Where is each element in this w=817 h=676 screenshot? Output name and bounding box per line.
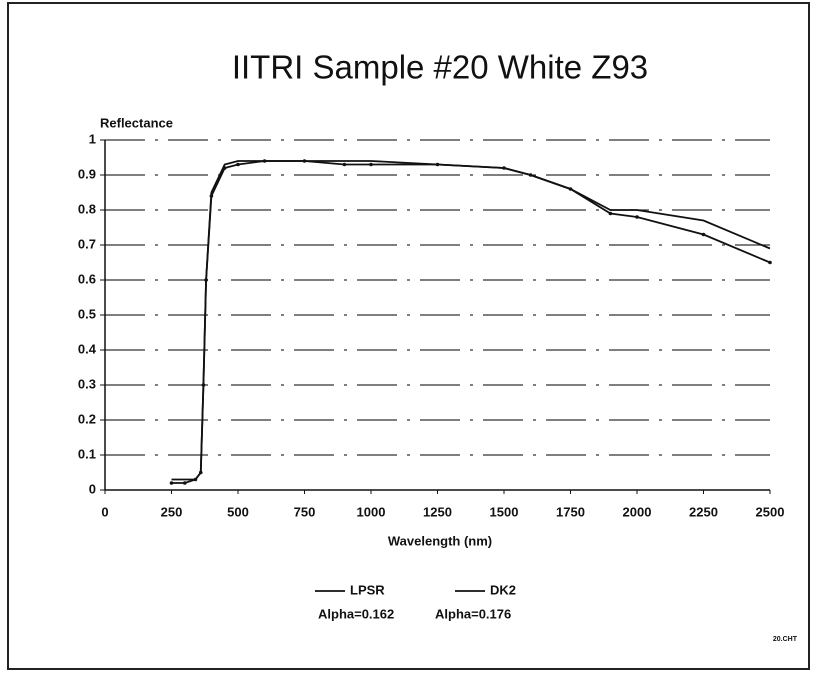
x-tick-label: 1500: [490, 504, 519, 519]
data-point: [768, 260, 772, 265]
x-tick-label: 1750: [556, 504, 585, 519]
data-point: [262, 159, 267, 163]
data-point: [369, 162, 373, 167]
legend-note: Alpha=0.176: [435, 606, 511, 621]
chart-title: IITRI Sample #20 White Z93: [232, 49, 648, 86]
y-tick-label: 0.9: [78, 166, 96, 181]
y-tick-label: 0.2: [78, 411, 96, 426]
data-point: [502, 166, 506, 170]
data-point: [701, 232, 706, 237]
data-point: [608, 211, 613, 216]
y-tick-label: 0: [89, 481, 96, 496]
legend-note: Alpha=0.162: [318, 606, 394, 621]
y-tick-label: 0.1: [78, 446, 96, 461]
y-tick-label: 0.3: [78, 376, 96, 391]
y-tick-label: 1: [89, 131, 96, 146]
data-line: [171, 160, 771, 481]
data-point: [528, 173, 533, 177]
footnote: 20.CHT: [773, 636, 798, 643]
data-point: [435, 162, 440, 167]
legend-label: LPSR: [350, 582, 385, 597]
data-point: [302, 159, 307, 163]
data-point: [635, 215, 639, 219]
x-tick-label: 750: [294, 504, 316, 519]
data-point: [183, 481, 187, 485]
data-point: [342, 162, 347, 167]
data-point: [236, 162, 240, 167]
x-tick-label: 1250: [423, 504, 452, 519]
data-point: [169, 481, 174, 485]
y-tick-label: 0.4: [78, 341, 97, 356]
x-tick-label: 250: [161, 504, 183, 519]
data-point: [568, 187, 573, 191]
y-tick-label: 0.5: [78, 306, 96, 321]
x-tick-label: 500: [227, 504, 249, 519]
data-point: [222, 166, 227, 170]
x-tick-label: 1000: [357, 504, 386, 519]
data-point: [204, 278, 208, 282]
legend-label: DK2: [490, 582, 516, 597]
data-point: [193, 477, 198, 482]
data-point: [209, 194, 214, 198]
x-tick-label: 2500: [756, 504, 785, 519]
data-point: [201, 383, 206, 387]
y-tick-label: 0.8: [78, 201, 96, 216]
x-axis-label: Wavelength (nm): [388, 533, 492, 548]
y-tick-label: 0.6: [78, 271, 96, 286]
y-axis-label: Reflectance: [100, 115, 173, 130]
x-tick-label: 2250: [689, 504, 718, 519]
x-tick-label: 2000: [623, 504, 652, 519]
frame: [7, 2, 810, 670]
data-point: [198, 470, 203, 475]
x-tick-label: 0: [101, 504, 108, 519]
data-line: [171, 160, 771, 484]
y-tick-label: 0.7: [78, 236, 96, 251]
